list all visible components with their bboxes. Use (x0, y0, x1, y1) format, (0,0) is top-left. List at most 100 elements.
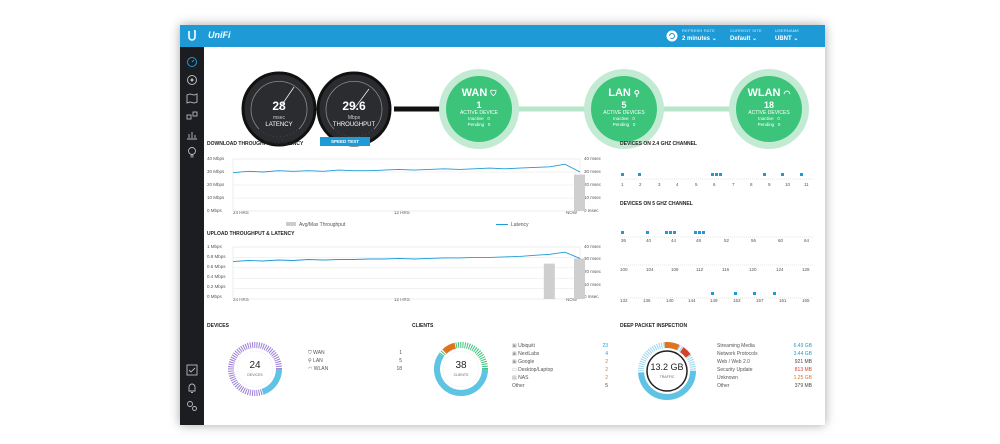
clients-total: 38 (455, 360, 467, 371)
desktop-icon: ▭ (512, 367, 517, 373)
lan-node-text: LAN ⚲ 5 ACTIVE DEVICES Inactive 0 Pendin… (591, 87, 657, 128)
upload-y-right-tick: 10 msec (584, 282, 602, 287)
ubiquiti-logo-icon (188, 30, 196, 41)
channel-label: 4 (676, 182, 679, 187)
statistics-icon[interactable] (185, 73, 199, 87)
dpi-category-name: Web / Web 2.0 (717, 359, 750, 365)
channel-label: 56 (751, 238, 757, 243)
channel-label: 1 (621, 182, 624, 187)
download-y-right-tick: 20 msec (584, 182, 602, 187)
lan-pending-value: 0 (632, 122, 636, 127)
wlan-inactive-label: Inactive (758, 116, 774, 121)
devices-row-lan: ⚲ LAN (308, 358, 323, 364)
dashboard-icon[interactable] (185, 55, 199, 69)
upload-y-tick: 1 Mbps (207, 244, 222, 249)
wan-node[interactable] (439, 69, 519, 149)
dpi-category-name: Security Update (717, 367, 753, 373)
status-row (241, 69, 809, 149)
channel-label: 36 (621, 238, 627, 243)
download-x-tick: 12 HRS (394, 210, 410, 215)
channel-label: 11 (804, 182, 809, 187)
throughput-unit: Mbps (347, 115, 361, 121)
refresh-rate-value: 2 minutes (682, 36, 711, 42)
plot-area (232, 246, 581, 300)
devices-total: 24 (249, 360, 261, 371)
upload-y-tick: 0.2 Mbps (207, 284, 226, 289)
client-count: 2 (605, 367, 608, 373)
insights-icon[interactable] (185, 127, 199, 141)
idea-icon[interactable] (185, 145, 199, 159)
channels-24-title: DEVICES ON 2.4 GHZ CHANNEL (620, 141, 697, 147)
latency-unit: msec (273, 115, 285, 121)
channel-label: 140 (666, 298, 674, 303)
tasks-icon[interactable] (185, 363, 199, 377)
network-icon: ⚲ (308, 358, 312, 364)
speed-test-button[interactable]: SPEED TEST (320, 137, 370, 146)
wlan-count: 18 (763, 100, 774, 110)
wlan-node-text: WLAN ◠ 18 ACTIVE DEVICES Inactive 0 Pend… (736, 87, 802, 128)
channel-label: 52 (724, 238, 730, 243)
dpi-category-value: 921 MB (794, 359, 812, 365)
legend-swatch (286, 222, 296, 226)
wlan-node[interactable] (729, 69, 809, 149)
download-y-tick: 40 Mbps (207, 156, 225, 161)
throughput-value: 29.6 (342, 99, 366, 113)
upload-y-right-tick: 40 msec (584, 244, 602, 249)
channel-label: 2 (639, 182, 642, 187)
lan-count: 5 (621, 100, 627, 110)
client-row: ▭ Desktop/Laptop (512, 367, 553, 373)
refresh-icon[interactable] (666, 30, 678, 42)
client-count: 2 (605, 375, 608, 381)
channels-5-chart (620, 231, 813, 299)
wan-count: 1 (476, 100, 482, 110)
nextlabs-icon: ▣ (512, 351, 517, 357)
download-chart (232, 158, 585, 212)
ubiquiti-logo[interactable] (180, 25, 204, 47)
client-count: 23 (602, 343, 608, 349)
client-name: NextLabs (518, 351, 540, 357)
channel-label: 5 (695, 182, 698, 187)
map-icon[interactable] (185, 91, 199, 105)
username-select[interactable]: UBNT ⌄ (775, 35, 798, 42)
upload-y-tick: 0 Mbps (207, 294, 222, 299)
refresh-rate-select[interactable]: 2 minutes ⌄ (682, 35, 717, 42)
download-y-right-tick: 30 msec (584, 169, 602, 174)
throughput-bar (574, 174, 585, 211)
download-x-tick: 24 HRS (233, 210, 249, 215)
settings-icon[interactable] (185, 399, 199, 413)
legend-latency-label: Latency (511, 222, 529, 228)
current-site-label: CURRENT SITE (730, 28, 762, 33)
device-type-name: LAN (313, 358, 323, 364)
download-y-right-tick: 10 msec (584, 195, 602, 200)
dpi-category-value: 379 MB (794, 383, 812, 389)
alerts-icon[interactable] (185, 381, 199, 395)
devices-icon[interactable] (185, 109, 199, 123)
upload-y-right-tick: 30 msec (584, 256, 602, 261)
wan-inactive-label: Inactive (468, 116, 484, 121)
chevron-down-icon: ⌄ (711, 36, 717, 42)
lan-pending-label: Pending (612, 122, 630, 127)
dpi-category-name: Unknown (717, 375, 738, 381)
channel-label: 100 (620, 267, 628, 272)
client-row: ▣ Ubiquiti (512, 343, 535, 349)
latency-gauge (241, 71, 317, 147)
upload-y-tick: 0.8 Mbps (207, 254, 226, 259)
wlan-pending-label: Pending (757, 122, 775, 127)
client-name: Other (512, 383, 525, 389)
client-row: ▤ NAS (512, 375, 528, 381)
devices-title: DEVICES (207, 323, 229, 329)
client-row: ▣ NextLabs (512, 351, 539, 357)
wan-pending-label: Pending (467, 122, 485, 127)
username-label: USERNAME (775, 28, 800, 33)
device-type-count: 1 (399, 350, 402, 356)
wan-node-text: WAN ⛉ 1 ACTIVE DEVICE Inactive 0 Pending… (446, 87, 512, 128)
channel-label: 136 (643, 298, 651, 303)
devices-total-label: DEVICES (247, 373, 263, 377)
throughput-gauge (316, 71, 392, 147)
lan-node[interactable] (584, 69, 664, 149)
shield-icon: ⛉ (490, 89, 497, 98)
current-site-select[interactable]: Default ⌄ (730, 35, 757, 42)
top-bar: UniFi REFRESH RATE 2 minutes ⌄ CURRENT S… (180, 25, 825, 47)
chevron-down-icon: ⌄ (752, 36, 758, 42)
throughput-bar (574, 258, 585, 299)
